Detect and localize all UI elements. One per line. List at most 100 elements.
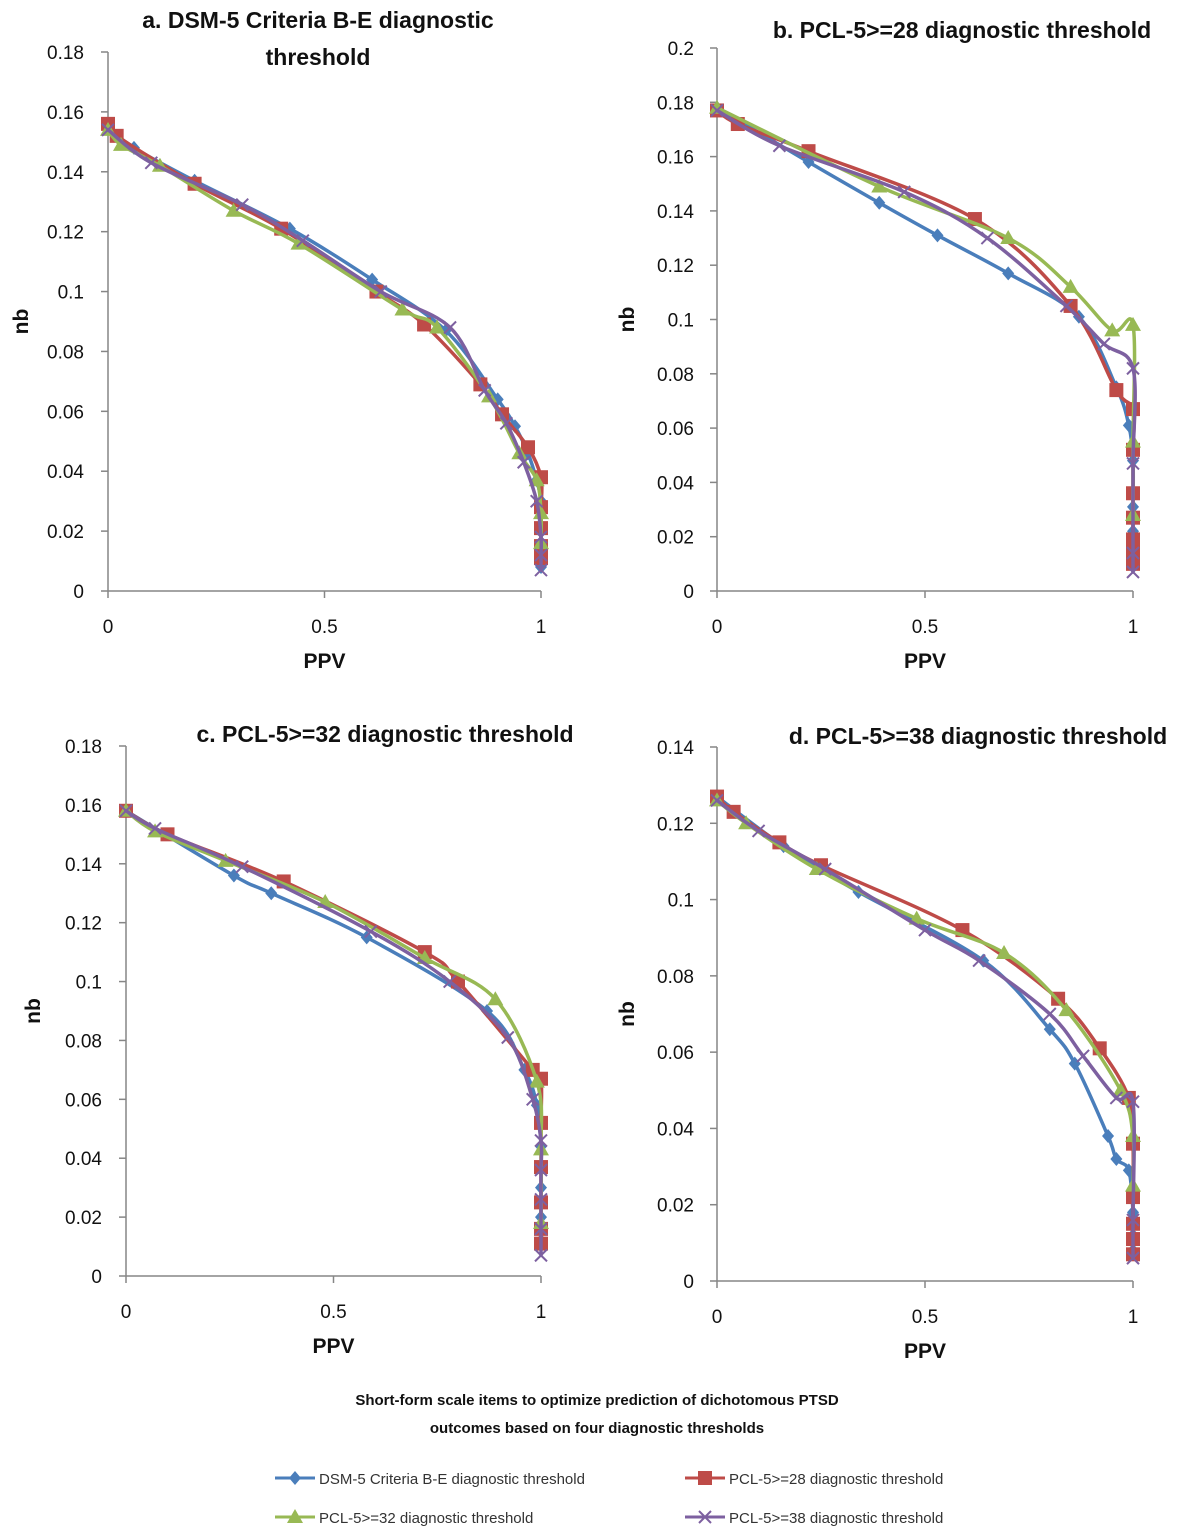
y-tick-label: 0.06 xyxy=(657,1043,694,1064)
data-point xyxy=(525,1092,540,1107)
y-tick-label: 0 xyxy=(683,582,694,603)
data-point xyxy=(534,548,548,562)
y-tick-label: 0.14 xyxy=(657,202,694,223)
data-point xyxy=(1058,1002,1075,1017)
data-point xyxy=(429,319,446,334)
x-tick-label: 0.5 xyxy=(320,1302,346,1323)
data-point xyxy=(144,156,159,170)
series-line xyxy=(106,128,544,572)
data-point xyxy=(818,862,832,876)
data-point xyxy=(119,804,133,818)
series-line xyxy=(106,128,544,545)
data-point xyxy=(873,195,886,210)
data-point xyxy=(1000,230,1017,245)
x-tick-label: 0.5 xyxy=(912,617,938,638)
panel-b-series-4 xyxy=(710,103,1140,579)
data-point xyxy=(290,235,307,250)
data-point xyxy=(487,991,504,1006)
panel-d-x-axis-label: PPV xyxy=(904,1340,946,1363)
x-tick-label: 0 xyxy=(121,1302,132,1323)
data-point xyxy=(1109,1091,1124,1105)
panel-d-y-axis-label: nb xyxy=(616,1001,639,1027)
series-line xyxy=(715,798,1136,1260)
data-point xyxy=(1126,565,1140,579)
panel-a-title-line2: threshold xyxy=(266,44,371,70)
data-point xyxy=(101,123,115,137)
x-tick-label: 0 xyxy=(103,617,114,638)
panel-c: c. PCL-5>=32 diagnostic threshold 0 0.02 0.… xyxy=(22,721,574,1358)
data-point xyxy=(1126,1095,1140,1109)
series-line xyxy=(124,809,544,1225)
data-point xyxy=(1043,1007,1057,1021)
data-point xyxy=(112,136,129,151)
panel-d-series-2 xyxy=(710,789,1140,1262)
legend-label: DSM-5 Criteria B-E diagnostic threshold xyxy=(319,1471,585,1488)
x-tick-label: 1 xyxy=(1128,617,1139,638)
data-point xyxy=(1097,337,1111,351)
legend-swatch-marker xyxy=(698,1471,712,1485)
panel-c-series-4 xyxy=(119,804,548,1263)
panel-d-series-4 xyxy=(710,793,1140,1265)
y-tick-label: 0.06 xyxy=(47,402,84,423)
y-tick-label: 0.18 xyxy=(65,737,102,758)
data-point xyxy=(772,139,787,153)
panel-a-y-axis-label: nb xyxy=(10,309,33,335)
data-point xyxy=(394,301,411,316)
x-tick-label: 1 xyxy=(536,1302,547,1323)
data-point xyxy=(521,440,536,455)
data-point xyxy=(374,284,388,299)
y-tick-label: 0.1 xyxy=(76,973,102,994)
y-tick-label: 0.14 xyxy=(47,163,84,184)
data-point xyxy=(871,178,888,193)
panel-b-series-2 xyxy=(710,103,1140,571)
panel-a-series-4 xyxy=(101,123,548,577)
series-line xyxy=(715,108,1136,566)
y-tick-label: 0 xyxy=(91,1267,102,1288)
y-tick-label: 0.1 xyxy=(58,283,84,304)
legend-label: PCL-5>=38 diagnostic threshold xyxy=(729,1510,943,1527)
data-point xyxy=(442,974,457,989)
y-tick-label: 0.06 xyxy=(65,1090,102,1111)
series-line xyxy=(124,809,544,1258)
y-tick-label: 0.16 xyxy=(65,796,102,817)
panel-c-x-axis-label: PPV xyxy=(312,1335,354,1358)
data-point xyxy=(709,99,725,114)
y-tick-label: 0 xyxy=(683,1272,694,1293)
data-point xyxy=(1109,383,1124,398)
data-point xyxy=(1126,361,1140,376)
y-tick-label: 0.12 xyxy=(65,914,102,935)
y-tick-label: 0.14 xyxy=(65,855,102,876)
data-point xyxy=(1126,1213,1140,1227)
data-point xyxy=(235,198,249,212)
y-tick-label: 0.02 xyxy=(657,528,694,549)
y-tick-label: 0.02 xyxy=(657,1196,694,1217)
y-tick-label: 0.04 xyxy=(65,1149,102,1170)
figure-caption-line2: outcomes based on four diagnostic thresh… xyxy=(430,1420,764,1437)
x-tick-label: 0 xyxy=(712,1307,723,1328)
panel-b-series-1 xyxy=(711,100,1139,574)
legend-label: PCL-5>=32 diagnostic threshold xyxy=(319,1510,533,1527)
series-line xyxy=(715,798,1136,1188)
series-line xyxy=(715,794,1136,1257)
data-point xyxy=(972,953,986,968)
data-point xyxy=(509,419,522,434)
legend-swatch-marker xyxy=(289,1471,301,1485)
panel-b-y-axis-label: nb xyxy=(616,307,639,333)
legend-item-1: DSM-5 Criteria B-E diagnostic threshold xyxy=(275,1471,585,1488)
y-tick-label: 0.12 xyxy=(47,223,84,244)
data-point xyxy=(918,923,932,937)
y-tick-label: 0.14 xyxy=(657,738,694,759)
y-tick-label: 0.04 xyxy=(657,473,694,494)
data-point xyxy=(528,1073,545,1088)
data-point xyxy=(1043,1022,1056,1037)
y-tick-label: 0.1 xyxy=(668,311,694,332)
data-point xyxy=(534,1163,548,1177)
data-point xyxy=(296,233,310,248)
series-line xyxy=(715,108,1137,574)
y-tick-label: 0.08 xyxy=(657,967,694,988)
data-point xyxy=(225,202,242,217)
y-tick-label: 0.02 xyxy=(65,1208,102,1229)
series-line xyxy=(106,125,544,569)
panel-a-series-1 xyxy=(102,119,547,575)
data-point xyxy=(931,228,944,243)
